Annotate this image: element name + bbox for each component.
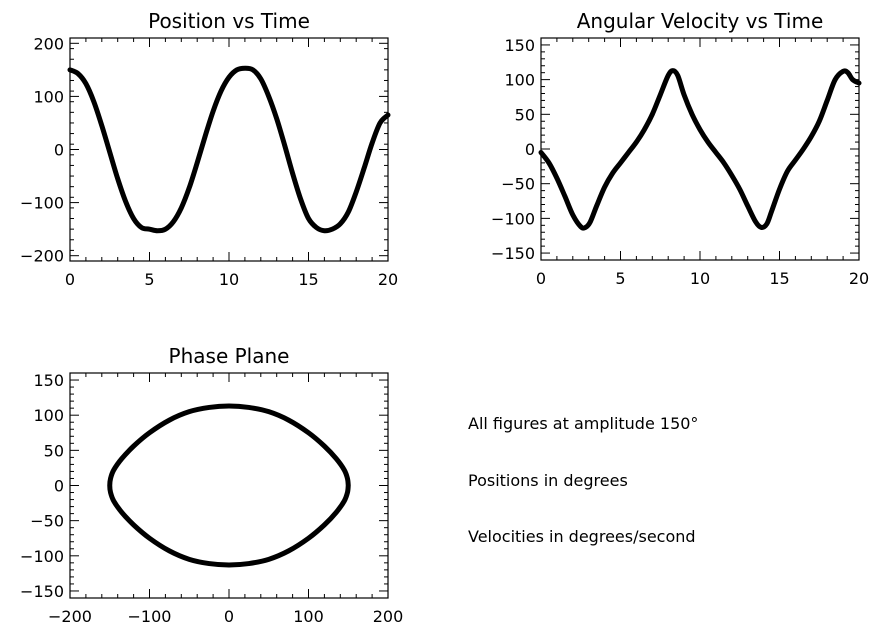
annotation-positions-unit: Positions in degrees <box>468 471 628 490</box>
y-tick-label: −50 <box>501 175 535 194</box>
y-tick-label: −100 <box>491 209 535 228</box>
x-tick-label: 15 <box>298 270 318 289</box>
y-tick-label: 100 <box>33 87 64 106</box>
chart-title: Angular Velocity vs Time <box>577 9 824 33</box>
x-tick-label: 20 <box>378 270 398 289</box>
x-tick-label: 0 <box>536 269 546 288</box>
annotation-amplitude: All figures at amplitude 150° <box>468 414 699 433</box>
x-tick-label: 20 <box>849 269 869 288</box>
phase-chart: Phase Plane −200 −100 0 100 200 −150 −100 −50 0 50… <box>20 344 403 626</box>
x-tick-label: 0 <box>224 607 234 626</box>
y-tick-label: 0 <box>54 477 64 496</box>
x-tick-label: 10 <box>690 269 710 288</box>
y-tick-label: −200 <box>20 247 64 266</box>
y-tick-label: 100 <box>33 406 64 425</box>
y-tick-label: 100 <box>504 71 535 90</box>
x-tick-label: 200 <box>373 607 404 626</box>
annotation-velocities-unit: Velocities in degrees/second <box>468 527 696 546</box>
y-tick-label: 150 <box>33 371 64 390</box>
y-tick-label: 150 <box>504 36 535 55</box>
y-tick-label: −100 <box>20 547 64 566</box>
velocity-series-line <box>538 68 862 231</box>
x-tick-label: 0 <box>65 270 75 289</box>
y-tick-label: 200 <box>33 34 64 53</box>
position-series-line <box>67 65 391 234</box>
x-tick-label: 5 <box>144 270 154 289</box>
y-tick-label: 0 <box>525 140 535 159</box>
x-tick-label: 100 <box>293 607 324 626</box>
velocity-chart: Angular Velocity vs Time 0 5 10 15 20 −150 −100… <box>491 9 869 288</box>
x-tick-label: −200 <box>48 607 92 626</box>
x-tick-label: 15 <box>769 269 789 288</box>
y-tick-label: 50 <box>515 105 535 124</box>
y-tick-label: −100 <box>20 194 64 213</box>
y-tick-label: −150 <box>491 244 535 263</box>
y-tick-label: 50 <box>44 441 64 460</box>
x-tick-label: 10 <box>219 270 239 289</box>
chart-title: Phase Plane <box>169 344 290 368</box>
y-tick-label: −150 <box>20 582 64 601</box>
y-tick-label: −50 <box>30 512 64 531</box>
plot-frame <box>69 37 389 262</box>
x-tick-label: 5 <box>615 269 625 288</box>
position-chart: Position vs Time 0 5 10 15 20 −200 −100 0 100 200 <box>20 9 398 289</box>
chart-title: Position vs Time <box>148 9 310 33</box>
x-tick-label: −100 <box>128 607 172 626</box>
y-tick-label: 0 <box>54 141 64 160</box>
phase-series-line <box>107 403 351 568</box>
